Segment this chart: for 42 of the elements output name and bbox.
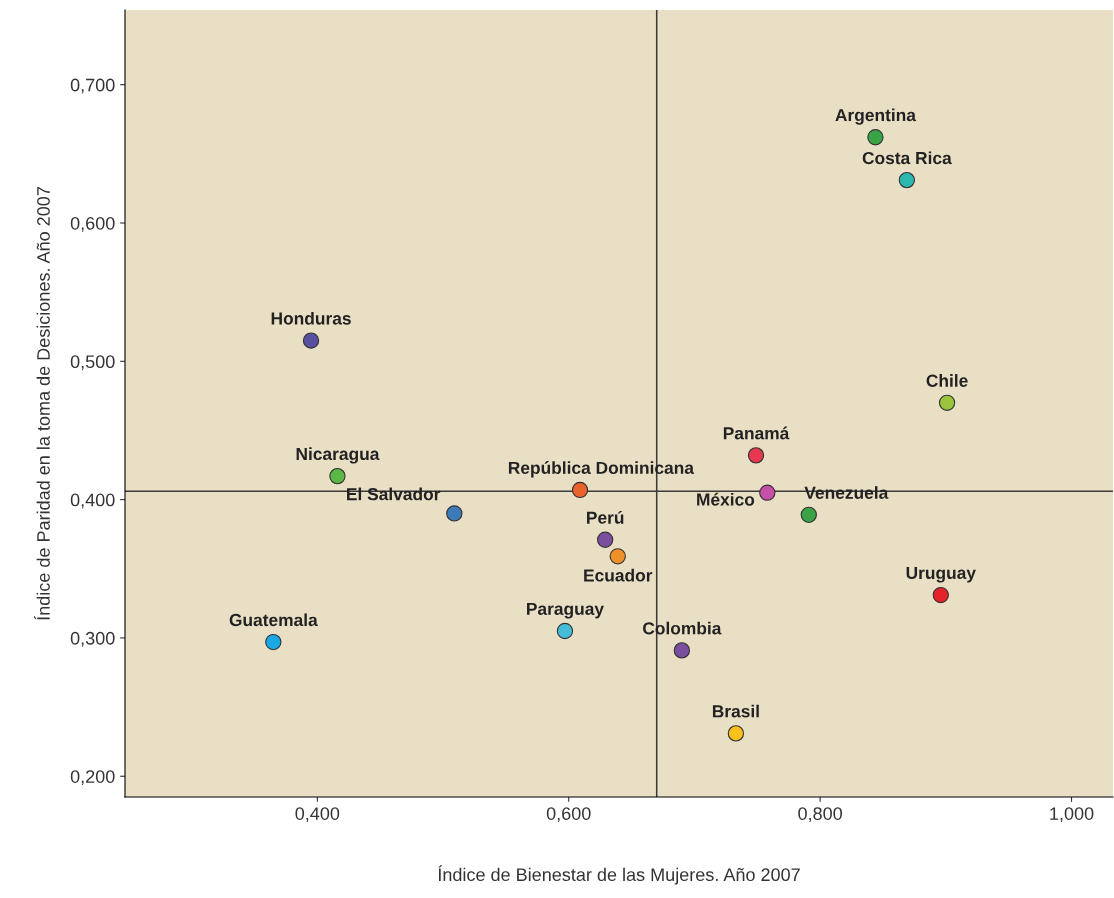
point: [800, 506, 817, 524]
point: [329, 467, 346, 485]
point: [898, 171, 916, 189]
point: [759, 484, 776, 501]
x-tick-label: 0,800: [798, 807, 843, 823]
point: [302, 332, 320, 349]
point: [265, 633, 282, 651]
point: [938, 394, 956, 411]
series-label: Panamá: [723, 426, 790, 440]
y-tick-label: 0,600: [70, 216, 115, 232]
series-label: Argentina: [835, 108, 917, 125]
series-label: Perú: [587, 510, 624, 524]
point: [609, 548, 626, 565]
series-label: Chile: [926, 374, 968, 387]
y-tick-label: 0,700: [70, 78, 115, 94]
point: [597, 531, 614, 548]
point: [556, 622, 574, 640]
series-label: Nicaragua: [296, 447, 380, 464]
y-tick-label: 0,400: [70, 493, 115, 509]
y-tick-label: 0,200: [70, 770, 115, 786]
series-label: Honduras: [271, 311, 351, 325]
point: [932, 586, 949, 604]
x-tick-label: 0,600: [546, 807, 591, 823]
x-tick-label: 1,000: [1050, 807, 1094, 823]
x-tick-label: 0,400: [295, 807, 340, 823]
y-tick-label: 0,500: [70, 355, 115, 371]
point: [867, 129, 884, 146]
series-label: Brasil: [712, 704, 759, 718]
x-axis-title: Índice de Bienestar de las Mujeres. Año 2007: [438, 865, 800, 885]
series-label: Costa Rica: [862, 151, 952, 165]
y-tick-label: 0,300: [70, 631, 115, 647]
series-label: Guatemala: [229, 613, 318, 627]
series-label: Ecuador: [584, 568, 653, 582]
point: [673, 642, 691, 659]
series-label: Uruguay: [906, 566, 976, 583]
point: [747, 447, 765, 464]
point: [571, 481, 589, 499]
point: [727, 725, 745, 742]
point: [446, 505, 463, 522]
y-axis-title: Índice de Paridad en la toma de Desiciones. Año 2007: [34, 187, 50, 620]
series-label: México: [697, 492, 755, 506]
series-label: Paraguay: [527, 602, 604, 619]
